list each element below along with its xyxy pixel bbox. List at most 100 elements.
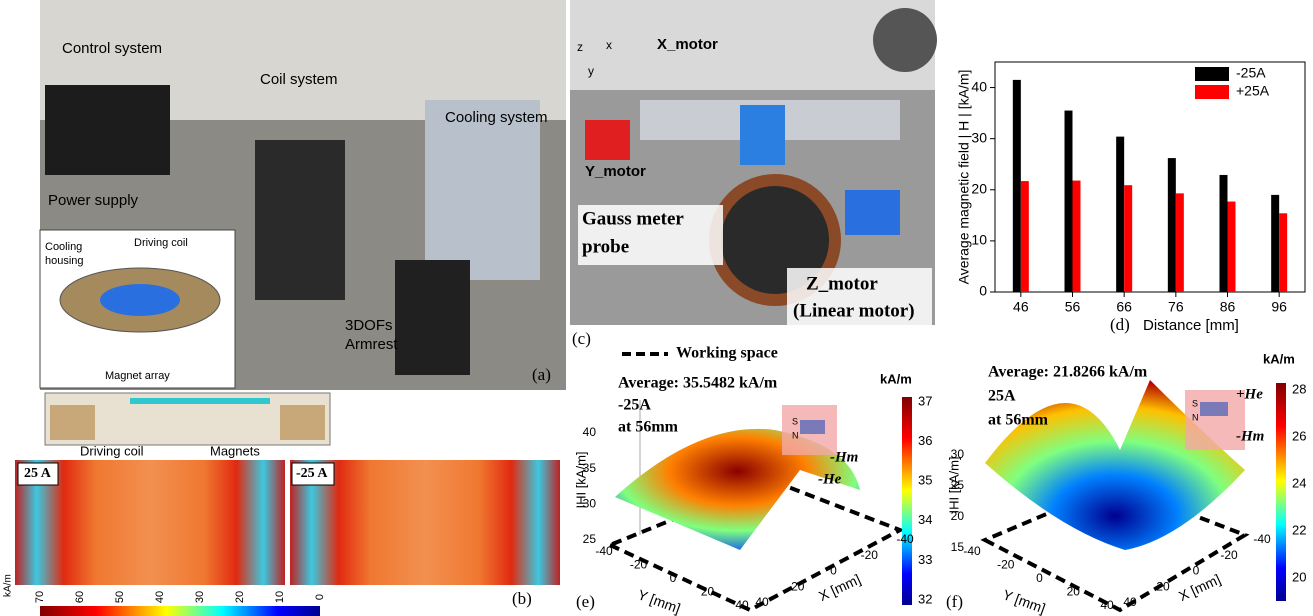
- colorbar-tick-label: 70: [34, 591, 46, 603]
- label: Driving coil: [134, 237, 188, 249]
- section-magnets: [130, 398, 270, 404]
- title: Average: 35.5482 kA/m: [618, 375, 778, 392]
- title: Average: 21.8266 kA/m: [988, 364, 1148, 381]
- legend-swatch: [1195, 67, 1229, 81]
- panel-a: Control system Coil system Cooling syste…: [40, 0, 566, 390]
- x-axis-label: X [mm]: [816, 571, 863, 604]
- label: Cooling: [45, 241, 82, 253]
- y-tick-label: 0: [670, 571, 677, 585]
- colorbar-tick-label: 30: [194, 591, 206, 603]
- colorbar-tick-label: 0: [314, 594, 326, 600]
- title: 25A: [988, 388, 1016, 405]
- bar: [1073, 181, 1081, 292]
- photo-motor: [585, 120, 630, 160]
- z-tick-label: 25: [951, 478, 965, 492]
- photo-device: [425, 100, 540, 280]
- panel-tag: (e): [576, 592, 595, 611]
- label: Magnets: [210, 443, 260, 458]
- z-tick-label: 30: [951, 447, 965, 461]
- y-tick-label: -40: [963, 544, 981, 558]
- x-axis-label: Distance [mm]: [1143, 317, 1239, 334]
- inset-magnets: [100, 284, 180, 316]
- y-tick-label: -20: [630, 558, 648, 572]
- magnet: [1200, 402, 1228, 416]
- title: at 56mm: [988, 412, 1049, 429]
- label: Z_motor: [806, 273, 878, 294]
- panel-e: Average: 35.5482 kA/m -25A at 56mm IHI […: [573, 371, 932, 616]
- annotation: -Hm: [830, 449, 858, 465]
- colorbar-tick-label: 26: [1292, 428, 1306, 443]
- bar: [1279, 213, 1287, 292]
- bar: [1220, 175, 1228, 292]
- label: Control system: [62, 40, 162, 57]
- y-axis-label: Average magnetic field | H | [kA/m]: [956, 70, 972, 285]
- label: y: [588, 64, 594, 78]
- y-axis-label: Y [mm]: [636, 586, 683, 616]
- y-tick-label: 30: [971, 129, 987, 145]
- bar: [1021, 181, 1029, 292]
- label: -25 A: [296, 466, 328, 481]
- z-tick-label: 30: [583, 497, 597, 511]
- label: probe: [582, 236, 629, 257]
- colorbar-tick-label: 60: [74, 591, 86, 603]
- colorbar-tick-label: 40: [154, 591, 166, 603]
- colorbar-tick-label: 50: [114, 591, 126, 603]
- photo-inset: [873, 8, 937, 72]
- photo-motor: [740, 105, 785, 165]
- colorbar-tick-label: 36: [918, 433, 932, 448]
- panel-tag: (b): [512, 589, 532, 608]
- y-tick-label: 20: [971, 180, 987, 196]
- annotation: N: [792, 430, 799, 440]
- label: Coil system: [260, 71, 338, 88]
- legend-text: Working space: [676, 345, 778, 362]
- x-tick-label: 56: [1065, 299, 1081, 315]
- x-tick-label: 40: [755, 595, 769, 609]
- panel-tag: (d): [1110, 315, 1130, 334]
- x-tick-label: 40: [1123, 595, 1137, 609]
- y-axis-label: Y [mm]: [1001, 586, 1048, 616]
- annotation: -He: [818, 471, 842, 487]
- label: housing: [45, 255, 84, 267]
- x-tick-label: 0: [1193, 564, 1200, 578]
- bar: [1124, 185, 1132, 292]
- colorbar-tick-label: 22: [1292, 522, 1306, 537]
- label: Y_motor: [585, 163, 646, 180]
- x-tick-label: 46: [1013, 299, 1029, 315]
- colorbar-tick-label: 34: [918, 512, 932, 527]
- colorbar-unit: kA/m: [1263, 351, 1295, 366]
- bar: [1176, 193, 1184, 292]
- colorbar-unit: kA/m: [3, 574, 14, 597]
- label: Armrest: [345, 336, 398, 353]
- colorbar-tick-label: 33: [918, 552, 932, 567]
- annotation: S: [792, 416, 798, 426]
- panel-tag: (c): [572, 329, 591, 348]
- x-tick-label: 96: [1271, 299, 1287, 315]
- x-tick-label: 76: [1168, 299, 1184, 315]
- y-tick-label: 40: [735, 598, 749, 612]
- x-axis-label: X [mm]: [1176, 571, 1223, 604]
- x-tick-label: 20: [1156, 579, 1170, 593]
- x-tick-label: 0: [830, 564, 837, 578]
- x-tick-label: 86: [1220, 299, 1236, 315]
- x-tick-label: -40: [896, 532, 914, 546]
- legend-label: +25A: [1236, 83, 1270, 99]
- figure: Control system Coil system Cooling syste…: [0, 0, 1313, 616]
- bar: [1168, 158, 1176, 292]
- y-tick-label: 10: [971, 232, 987, 248]
- label: Gauss meter: [582, 208, 684, 229]
- colorbar-tick-label: 35: [918, 473, 932, 488]
- bar: [1271, 195, 1279, 292]
- annotation: S: [1192, 398, 1198, 408]
- label: 3DOFs: [345, 317, 393, 334]
- bar: [1065, 111, 1073, 292]
- bar: [1116, 137, 1124, 292]
- panel-c: z x y X_motor Y_motor Gauss meter probe …: [570, 0, 937, 348]
- z-tick-label: 20: [951, 509, 965, 523]
- colorbar: [40, 606, 320, 616]
- annotation: -Hm: [1236, 428, 1264, 444]
- label: Cooling system: [445, 109, 548, 126]
- label: Power supply: [48, 192, 139, 209]
- y-tick-label: 40: [971, 78, 987, 94]
- y-tick-label: 40: [1100, 598, 1114, 612]
- y-tick-label: 20: [701, 585, 715, 599]
